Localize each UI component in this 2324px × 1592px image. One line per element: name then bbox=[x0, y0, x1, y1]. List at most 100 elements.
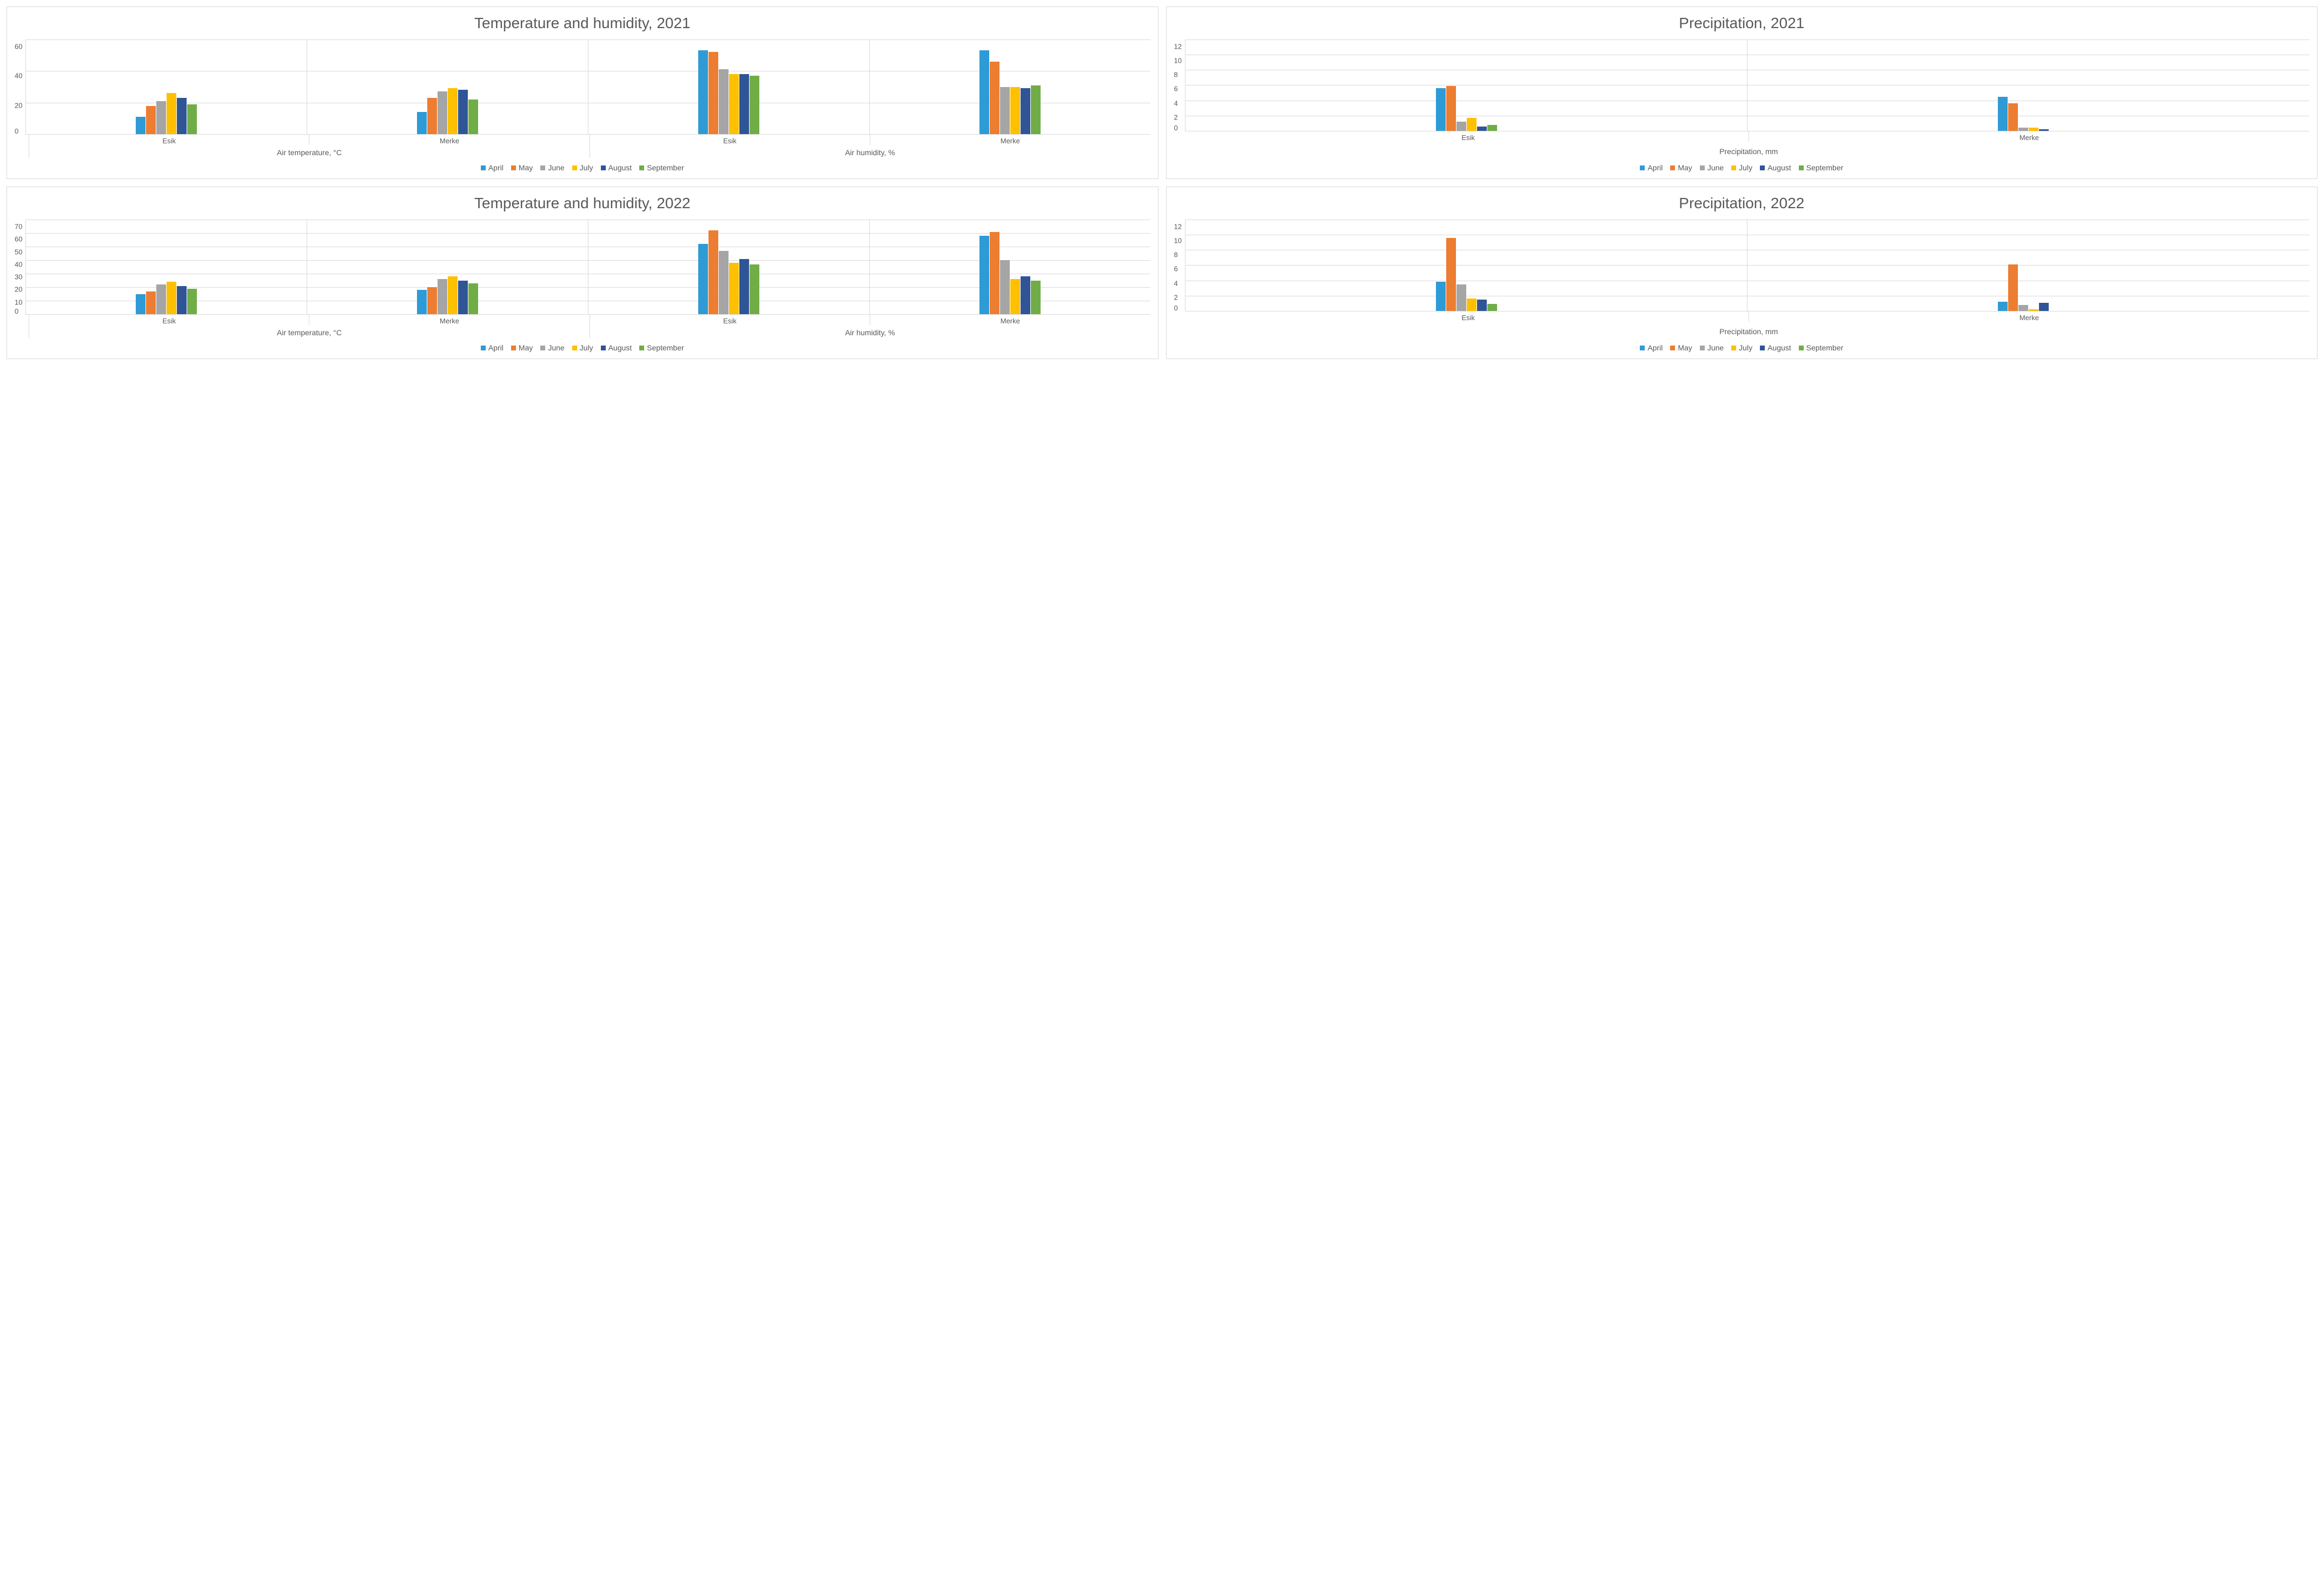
legend-swatch bbox=[1799, 346, 1804, 350]
bar bbox=[136, 117, 145, 134]
legend-label: August bbox=[608, 163, 632, 172]
legend-label: May bbox=[1678, 343, 1692, 352]
y-tick-label: 2 bbox=[1174, 114, 1182, 121]
bar bbox=[2008, 103, 2018, 131]
bar bbox=[1000, 260, 1010, 314]
legend-label: September bbox=[1806, 343, 1843, 352]
bar bbox=[1446, 86, 1456, 131]
bar bbox=[2039, 129, 2049, 131]
bar bbox=[146, 106, 156, 135]
y-tick-label: 50 bbox=[15, 248, 22, 255]
legend-label: July bbox=[580, 163, 593, 172]
legend-label: August bbox=[1767, 163, 1791, 172]
legend-item: September bbox=[639, 163, 684, 172]
y-axis: 010203040506070 bbox=[15, 220, 25, 315]
legend-item: April bbox=[481, 343, 504, 352]
bar bbox=[1446, 238, 1456, 311]
legend-swatch bbox=[1731, 165, 1736, 170]
x-category-label: Air humidity, % bbox=[590, 325, 1150, 338]
x-category-label: Precipitation, mm bbox=[1188, 142, 2310, 158]
bar bbox=[719, 69, 729, 134]
x-tick-label: Merke bbox=[870, 135, 1150, 145]
legend-label: May bbox=[519, 343, 533, 352]
plot: 024681012 bbox=[1174, 220, 2310, 311]
x-axis: EsikMerkeEsikMerke Air temperature, °CAi… bbox=[29, 315, 1150, 338]
legend-item: April bbox=[481, 163, 504, 172]
x-axis: EsikMerke Precipitation, mm bbox=[1188, 131, 2310, 158]
legend-item: April bbox=[1640, 343, 1663, 352]
bar bbox=[719, 251, 729, 315]
legend-swatch bbox=[511, 165, 516, 170]
bar bbox=[2039, 303, 2049, 311]
bar bbox=[136, 294, 145, 315]
y-tick-label: 8 bbox=[1174, 251, 1182, 258]
legend-item: July bbox=[1731, 343, 1752, 352]
bar bbox=[750, 264, 759, 315]
bar-group bbox=[1186, 39, 1748, 131]
bars bbox=[26, 39, 1150, 134]
panel-th-2021: Temperature and humidity, 2021 0204060 E… bbox=[6, 6, 1158, 179]
bar bbox=[146, 291, 156, 315]
bar bbox=[2029, 309, 2038, 311]
panel-pr-2021: Precipitation, 2021 024681012 EsikMerke … bbox=[1166, 6, 2318, 179]
bar bbox=[750, 76, 759, 134]
x-axis: EsikMerke Precipitation, mm bbox=[1188, 311, 2310, 338]
plot: 024681012 bbox=[1174, 39, 2310, 131]
x-tick-label: Merke bbox=[309, 315, 590, 325]
y-tick-label: 60 bbox=[15, 43, 22, 50]
legend-item: September bbox=[639, 343, 684, 352]
legend-swatch bbox=[1640, 165, 1645, 170]
legend-swatch bbox=[639, 346, 644, 350]
bar bbox=[990, 62, 999, 134]
bar bbox=[156, 284, 166, 314]
bar bbox=[709, 52, 718, 134]
legend-item: July bbox=[572, 163, 593, 172]
bar bbox=[1021, 276, 1030, 314]
bar bbox=[1031, 281, 1041, 315]
bar bbox=[2008, 264, 2018, 311]
legend-label: June bbox=[548, 163, 564, 172]
y-axis: 0204060 bbox=[15, 39, 25, 135]
x-tick-label: Merke bbox=[1749, 311, 2309, 322]
bar bbox=[468, 100, 478, 134]
y-tick-label: 10 bbox=[1174, 237, 1182, 244]
y-tick-label: 6 bbox=[1174, 266, 1182, 273]
legend-swatch bbox=[572, 165, 577, 170]
legend-swatch bbox=[1700, 346, 1705, 350]
legend-swatch bbox=[540, 346, 545, 350]
y-tick-label: 4 bbox=[1174, 100, 1182, 107]
bar bbox=[1998, 302, 2008, 311]
bar bbox=[417, 290, 427, 314]
legend-label: April bbox=[488, 343, 504, 352]
bar bbox=[729, 263, 739, 314]
y-axis: 024681012 bbox=[1174, 220, 1185, 311]
legend-swatch bbox=[481, 165, 486, 170]
bar bbox=[1467, 298, 1476, 311]
legend: AprilMayJuneJulyAugustSeptember bbox=[1174, 158, 2310, 174]
legend-label: April bbox=[1647, 163, 1663, 172]
legend-item: August bbox=[601, 163, 632, 172]
y-tick-label: 10 bbox=[1174, 57, 1182, 64]
y-tick-label: 2 bbox=[1174, 294, 1182, 301]
legend-label: June bbox=[1707, 163, 1724, 172]
bar bbox=[739, 74, 749, 134]
legend-swatch bbox=[481, 346, 486, 350]
y-tick-label: 0 bbox=[15, 128, 22, 135]
bar bbox=[1477, 300, 1487, 311]
legend: AprilMayJuneJulyAugustSeptember bbox=[1174, 338, 2310, 354]
legend-item: August bbox=[1760, 343, 1791, 352]
y-tick-label: 70 bbox=[15, 223, 22, 230]
panel-pr-2022: Precipitation, 2022 024681012 EsikMerke … bbox=[1166, 187, 2318, 359]
bar-group bbox=[307, 39, 588, 134]
y-tick-label: 40 bbox=[15, 261, 22, 268]
legend-label: September bbox=[647, 163, 684, 172]
y-tick-label: 6 bbox=[1174, 85, 1182, 92]
chart-grid: Temperature and humidity, 2021 0204060 E… bbox=[6, 6, 2318, 359]
legend-item: May bbox=[1670, 163, 1692, 172]
legend-swatch bbox=[1670, 165, 1675, 170]
legend-label: August bbox=[1767, 343, 1791, 352]
legend-item: August bbox=[601, 343, 632, 352]
legend-label: May bbox=[519, 163, 533, 172]
legend-item: September bbox=[1799, 163, 1843, 172]
legend: AprilMayJuneJulyAugustSeptember bbox=[15, 338, 1150, 354]
